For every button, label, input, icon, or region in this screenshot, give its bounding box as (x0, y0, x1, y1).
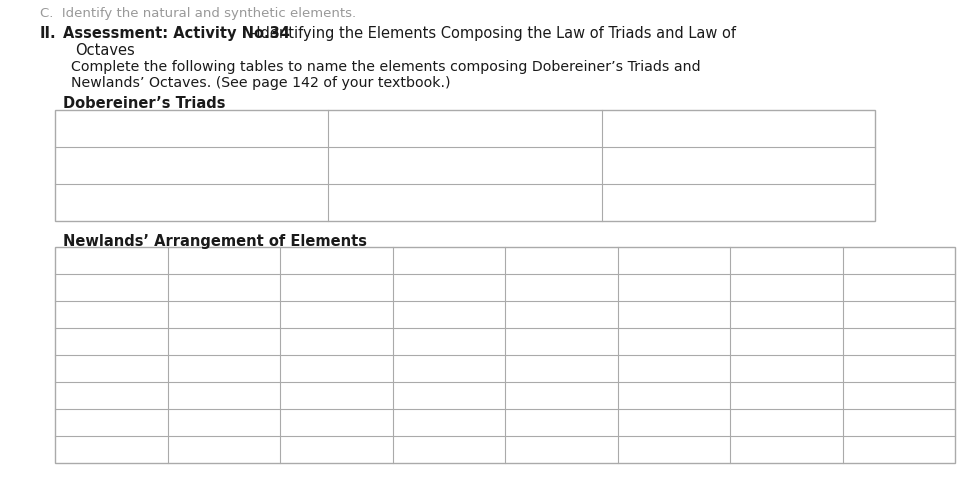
Text: Complete the following tables to name the elements composing Dobereiner’s Triads: Complete the following tables to name th… (71, 60, 700, 74)
Text: C.  Identify the natural and synthetic elements.: C. Identify the natural and synthetic el… (40, 7, 356, 20)
Text: Dobereiner’s Triads: Dobereiner’s Triads (63, 96, 225, 111)
Text: Newlands’ Arrangement of Elements: Newlands’ Arrangement of Elements (63, 234, 367, 249)
Text: Assessment: Activity No.34: Assessment: Activity No.34 (63, 26, 290, 41)
Text: Octaves: Octaves (75, 43, 134, 58)
Text: Newlands’ Octaves. (See page 142 of your textbook.): Newlands’ Octaves. (See page 142 of your… (71, 76, 450, 90)
Bar (55, 247, 955, 463)
Bar (55, 110, 875, 221)
Text: -Identifying the Elements Composing the Law of Triads and Law of: -Identifying the Elements Composing the … (251, 26, 736, 41)
Text: II.: II. (40, 26, 57, 41)
